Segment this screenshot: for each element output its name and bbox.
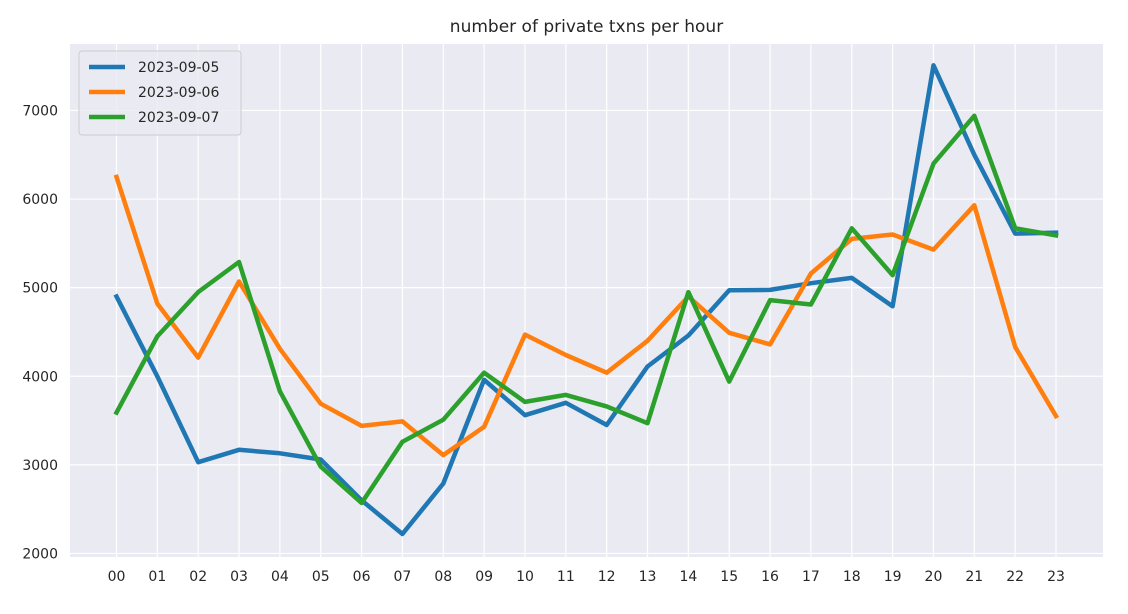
x-tick-label: 10 [516, 569, 534, 585]
x-tick-label: 21 [965, 569, 983, 585]
x-tick-label: 20 [925, 569, 943, 585]
x-tick-label: 22 [1006, 569, 1024, 585]
x-tick-label: 12 [598, 569, 616, 585]
series-lines [113, 63, 1060, 537]
x-axis-ticks: 00 01 02 03 04 05 06 07 08 09 10 11 12 13 14 15 16 17 18 19… [108, 569, 1065, 585]
y-tick-label: 2000 [22, 546, 58, 562]
x-tick-label: 19 [884, 569, 902, 585]
x-tick-label: 14 [679, 569, 697, 585]
x-tick-label: 06 [353, 569, 371, 585]
series-line-2023-09-05 [113, 63, 1059, 537]
y-tick-label: 6000 [22, 192, 58, 208]
x-tick-label: 13 [639, 569, 657, 585]
x-tick-label: 02 [189, 569, 207, 585]
x-tick-label: 18 [843, 569, 861, 585]
series-line-2023-09-06 [113, 174, 1060, 458]
legend-label: 2023-09-07 [138, 110, 219, 126]
legend-label: 2023-09-05 [138, 60, 219, 76]
y-tick-label: 3000 [22, 458, 58, 474]
x-tick-label: 01 [148, 569, 166, 585]
x-tick-label: 08 [434, 569, 452, 585]
x-tick-label: 03 [230, 569, 248, 585]
y-tick-label: 5000 [22, 281, 58, 297]
x-tick-label: 07 [394, 569, 412, 585]
x-tick-label: 04 [271, 569, 289, 585]
x-tick-label: 00 [108, 569, 126, 585]
y-tick-label: 4000 [22, 369, 58, 385]
x-tick-label: 15 [720, 569, 738, 585]
y-axis-ticks: 2000 3000 4000 5000 6000 7000 [22, 103, 58, 562]
x-tick-label: 23 [1047, 569, 1065, 585]
series-line-2023-09-07 [113, 113, 1059, 506]
x-tick-label: 11 [557, 569, 575, 585]
x-tick-label: 17 [802, 569, 820, 585]
x-tick-label: 05 [312, 569, 330, 585]
plot-area [70, 44, 1103, 557]
y-tick-label: 7000 [22, 103, 58, 119]
x-tick-label: 09 [475, 569, 493, 585]
legend-label: 2023-09-06 [138, 85, 219, 101]
chart-title: number of private txns per hour [450, 17, 723, 37]
legend-box [78, 50, 242, 136]
legend: 2023-09-05 2023-09-06 2023-09-07 [78, 50, 242, 136]
x-tick-label: 16 [761, 569, 779, 585]
